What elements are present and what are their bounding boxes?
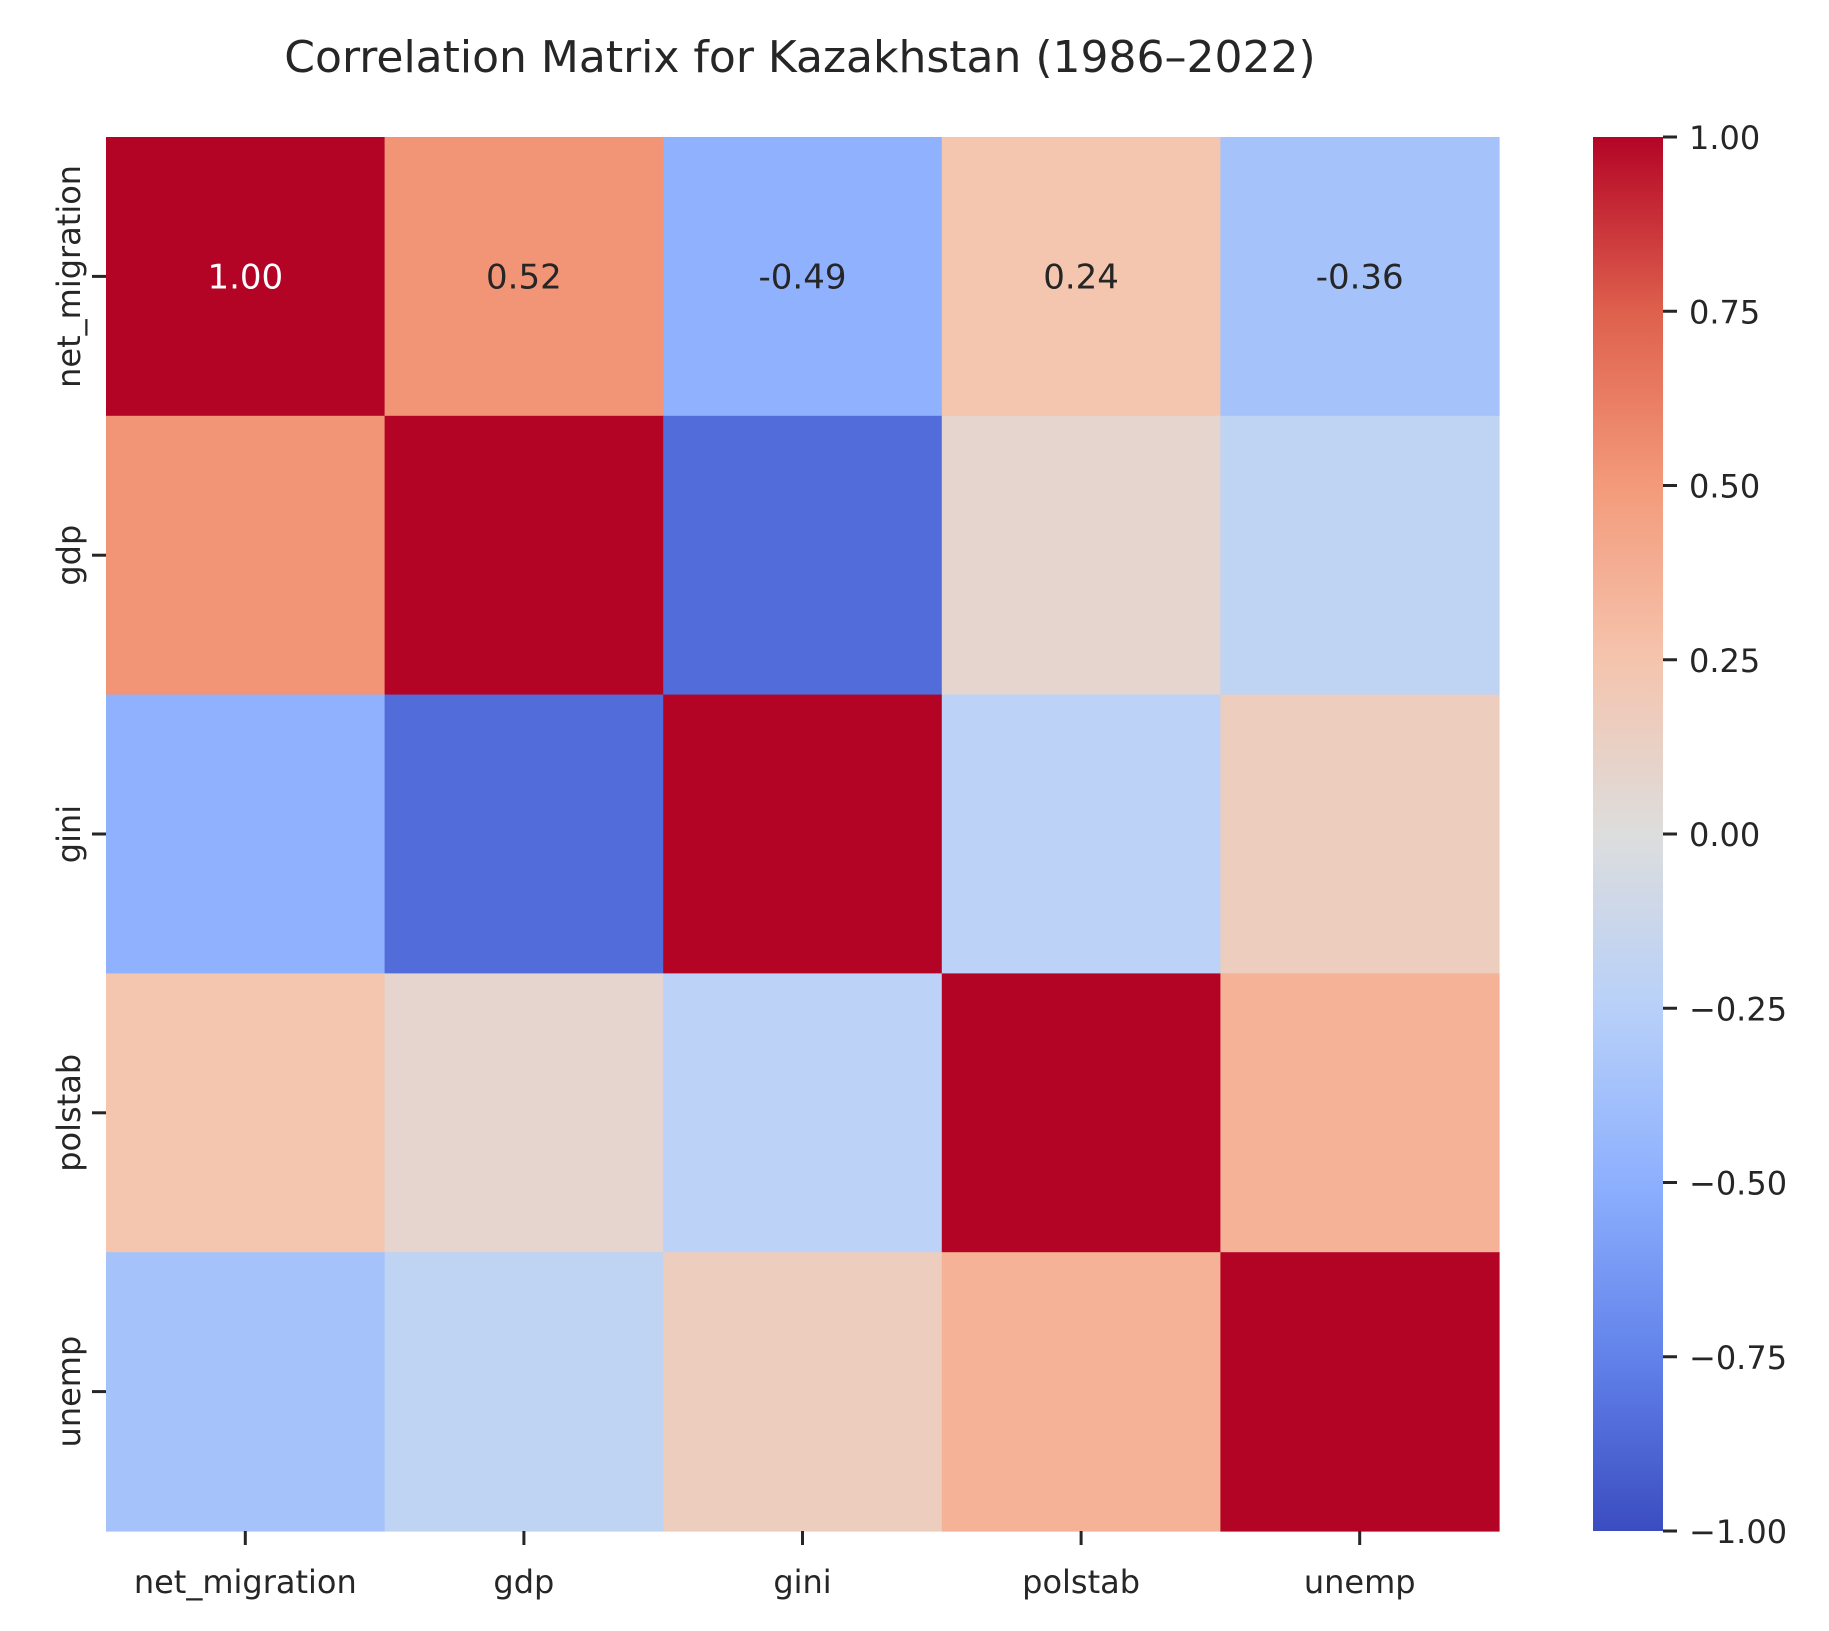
cell-annotation: -0.49 bbox=[759, 257, 847, 297]
colorbar: 1.00 0.75 0.50 0.25 0.00 −0.25 −0.50 −0.75 −1.00 bbox=[1593, 119, 1787, 1551]
cell-annotation: 1.00 bbox=[207, 257, 283, 297]
heatmap-cell-gdp-net_migration bbox=[106, 415, 386, 696]
heatmap-cell-gdp-gdp bbox=[384, 415, 664, 696]
heatmap-cell-net_migration-polstab bbox=[941, 137, 1221, 417]
heatmap-cell-unemp-polstab bbox=[941, 1252, 1221, 1532]
heatmap-cells bbox=[106, 137, 1500, 1532]
heatmap-cell-gini-gdp bbox=[384, 694, 664, 974]
heatmap-cell-net_migration-unemp bbox=[1220, 137, 1500, 417]
x-tick-label: gini bbox=[773, 1563, 831, 1601]
heatmap-cell-unemp-net_migration bbox=[106, 1252, 386, 1532]
chart-title: Correlation Matrix for Kazakhstan (1986–… bbox=[284, 32, 1315, 83]
colorbar-tick-label: −1.00 bbox=[1689, 1513, 1787, 1551]
cell-annotation: -0.36 bbox=[1316, 257, 1404, 297]
heatmap-cell-polstab-polstab bbox=[941, 973, 1221, 1253]
heatmap-cell-gini-unemp bbox=[1220, 694, 1500, 974]
colorbar-tick-label: −0.25 bbox=[1689, 990, 1787, 1028]
colorbar-tick-label: 0.00 bbox=[1689, 816, 1760, 854]
y-tick-label: gdp bbox=[50, 525, 88, 586]
colorbar-gradient bbox=[1593, 137, 1663, 1531]
x-tick-label: gdp bbox=[493, 1563, 554, 1601]
heatmap-cell-gini-polstab bbox=[941, 694, 1221, 974]
colorbar-tick-label: 0.25 bbox=[1689, 642, 1760, 680]
heatmap-cell-gini-gini bbox=[663, 694, 943, 974]
y-tick-label: gini bbox=[50, 805, 88, 863]
heatmap-cell-gini-net_migration bbox=[106, 694, 386, 974]
heatmap-cell-gdp-gini bbox=[663, 415, 943, 696]
x-tick-label: unemp bbox=[1304, 1563, 1416, 1601]
x-tick-label: polstab bbox=[1022, 1563, 1140, 1601]
heatmap-cell-polstab-gini bbox=[663, 973, 943, 1253]
heatmap-cell-polstab-gdp bbox=[384, 973, 664, 1253]
heatmap-cell-unemp-unemp bbox=[1220, 1252, 1500, 1532]
heatmap-cell-net_migration-gdp bbox=[384, 137, 664, 417]
y-tick-label: polstab bbox=[50, 1054, 88, 1172]
colorbar-tick-label: 1.00 bbox=[1689, 119, 1760, 157]
colorbar-tick-label: −0.50 bbox=[1689, 1165, 1787, 1203]
cell-annotation: 0.24 bbox=[1043, 257, 1119, 297]
heatmap-cell-polstab-unemp bbox=[1220, 973, 1500, 1253]
heatmap-cell-unemp-gdp bbox=[384, 1252, 664, 1532]
colorbar-tick-label: 0.75 bbox=[1689, 293, 1760, 331]
heatmap-cell-gdp-polstab bbox=[941, 415, 1221, 696]
colorbar-tick-label: −0.75 bbox=[1689, 1339, 1787, 1377]
heatmap-cell-net_migration-net_migration bbox=[106, 137, 386, 417]
heatmap-cell-polstab-net_migration bbox=[106, 973, 386, 1253]
cell-annotations: 1.00 0.52 -0.49 0.24 -0.36 bbox=[207, 257, 1403, 297]
cell-annotation: 0.52 bbox=[486, 257, 562, 297]
heatmap-cell-net_migration-gini bbox=[663, 137, 943, 417]
heatmap-cell-unemp-gini bbox=[663, 1252, 943, 1532]
y-tick-label: net_migration bbox=[50, 165, 88, 388]
x-axis: net_migration gdp gini polstab unemp bbox=[134, 1531, 1416, 1601]
colorbar-tick-label: 0.50 bbox=[1689, 468, 1760, 506]
x-tick-label: net_migration bbox=[134, 1563, 357, 1601]
heatmap-cell-gdp-unemp bbox=[1220, 415, 1500, 696]
y-tick-label: unemp bbox=[50, 1336, 88, 1448]
